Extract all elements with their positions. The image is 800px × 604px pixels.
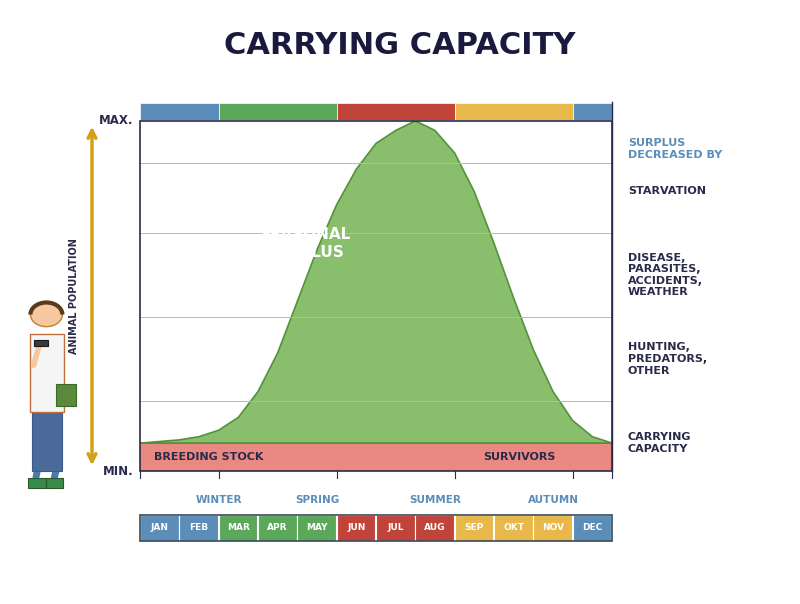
Text: BREEDING STOCK: BREEDING STOCK xyxy=(154,452,263,462)
Bar xyxy=(218,103,337,120)
Text: ANIMAL POPULATION: ANIMAL POPULATION xyxy=(70,238,79,354)
Text: AUTUMN: AUTUMN xyxy=(527,495,578,505)
Text: OKT: OKT xyxy=(503,524,524,532)
Text: CARRYING CAPACITY: CARRYING CAPACITY xyxy=(224,31,576,60)
Text: MAR: MAR xyxy=(227,524,250,532)
Bar xyxy=(140,443,612,471)
Bar xyxy=(494,515,533,541)
Bar xyxy=(337,103,454,120)
Bar xyxy=(32,408,62,471)
Polygon shape xyxy=(140,121,612,443)
Bar xyxy=(454,103,573,120)
Bar xyxy=(140,515,178,541)
Text: MIN.: MIN. xyxy=(103,464,134,478)
Text: MAX.: MAX. xyxy=(99,114,134,127)
Text: DISEASE,
PARASITES,
ACCIDENTS,
WEATHER: DISEASE, PARASITES, ACCIDENTS, WEATHER xyxy=(628,252,703,297)
Text: APR: APR xyxy=(267,524,288,532)
Text: WINTER: WINTER xyxy=(195,495,242,505)
Text: SEASONAL
SURPLUS: SEASONAL SURPLUS xyxy=(259,227,351,260)
Text: JUN: JUN xyxy=(347,524,366,532)
Bar xyxy=(30,335,64,411)
Bar xyxy=(218,515,258,541)
Bar xyxy=(298,515,336,541)
Text: SURVIVORS: SURVIVORS xyxy=(483,452,555,462)
Bar xyxy=(179,515,218,541)
Bar xyxy=(140,121,612,471)
Text: JUL: JUL xyxy=(387,524,404,532)
Bar xyxy=(46,478,63,488)
Text: SURPLUS
DECREASED BY: SURPLUS DECREASED BY xyxy=(628,138,722,160)
Text: SUMMER: SUMMER xyxy=(409,495,461,505)
Bar xyxy=(258,515,297,541)
Bar xyxy=(56,384,76,405)
Bar xyxy=(28,478,46,488)
Text: DEC: DEC xyxy=(582,524,602,532)
Text: NOV: NOV xyxy=(542,524,564,532)
Bar xyxy=(454,515,493,541)
Bar xyxy=(34,340,48,346)
Bar xyxy=(140,515,612,541)
Text: STARVATION: STARVATION xyxy=(628,186,706,196)
Text: HUNTING,
PREDATORS,
OTHER: HUNTING, PREDATORS, OTHER xyxy=(628,342,707,376)
Bar xyxy=(534,515,572,541)
Bar xyxy=(573,103,612,120)
Text: SEP: SEP xyxy=(465,524,484,532)
Bar xyxy=(573,515,611,541)
Text: CARRYING
CAPACITY: CARRYING CAPACITY xyxy=(628,432,691,454)
Bar xyxy=(376,515,414,541)
Text: FEB: FEB xyxy=(190,524,209,532)
Bar xyxy=(337,515,375,541)
Text: JAN: JAN xyxy=(150,524,169,532)
Bar xyxy=(140,121,612,471)
Text: SPRING: SPRING xyxy=(295,495,339,505)
Circle shape xyxy=(30,303,62,327)
Text: AUG: AUG xyxy=(424,524,446,532)
Text: MAY: MAY xyxy=(306,524,328,532)
Bar xyxy=(415,515,454,541)
Bar xyxy=(140,103,218,120)
